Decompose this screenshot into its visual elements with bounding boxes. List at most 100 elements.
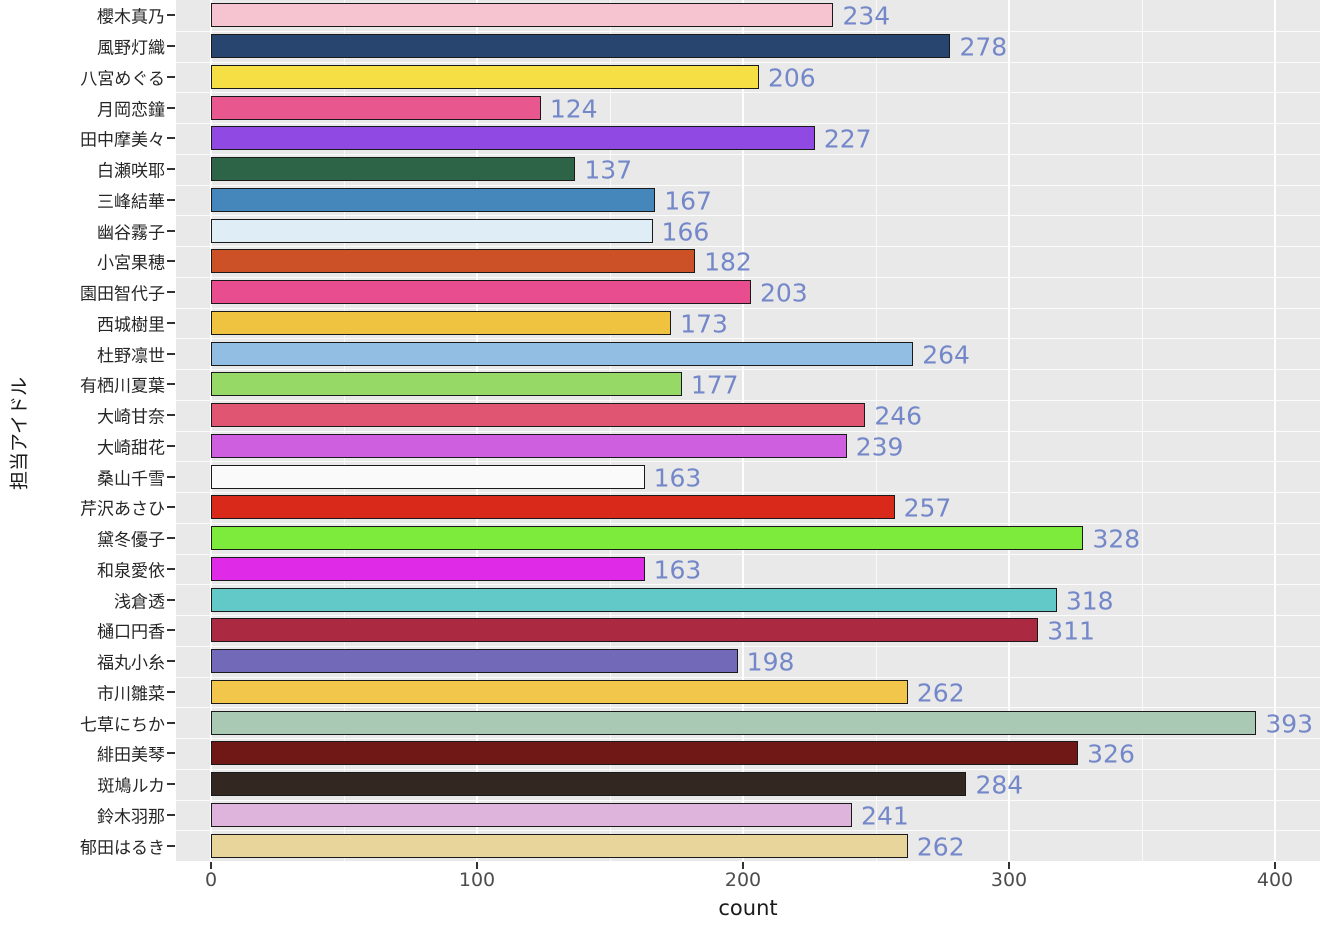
- row-gridline: [176, 738, 1320, 739]
- bar: [211, 526, 1084, 551]
- y-axis-tick-label: 杜野凛世: [97, 346, 165, 367]
- y-axis-tick-label: 幽谷霧子: [97, 223, 165, 244]
- bar-value-label: 241: [861, 801, 909, 831]
- y-axis-tick-label: 西城樹里: [97, 315, 165, 336]
- y-axis-tick-label: 小宮果穂: [97, 253, 165, 274]
- y-axis-tick-label: 櫻木真乃: [97, 7, 165, 28]
- y-axis-title: 担当アイドル: [8, 376, 31, 491]
- y-axis-tick-mark: [167, 690, 175, 693]
- bar-value-label: 182: [704, 247, 752, 277]
- row-gridline: [176, 430, 1320, 432]
- bar: [211, 833, 908, 858]
- y-axis-tick-label: 黛冬優子: [97, 530, 165, 551]
- bar-value-label: 198: [746, 647, 795, 677]
- y-axis-tick-label: 月岡恋鐘: [97, 100, 165, 121]
- row-gridline: [176, 461, 1320, 463]
- row-gridline: [176, 399, 1320, 401]
- bar-value-label: 257: [903, 493, 952, 523]
- y-axis-tick-mark: [167, 75, 175, 78]
- bar: [211, 433, 847, 458]
- y-axis-tick-mark: [167, 321, 175, 324]
- plot-panel: 234 278 206 124 227 137 167 166 182 203 173 264 177 2…: [176, 0, 1320, 861]
- y-axis-tick-label: 桑山千雪: [97, 469, 165, 490]
- bar-value-label: 163: [653, 555, 702, 585]
- row-gridline: [176, 522, 1320, 524]
- bar: [211, 64, 759, 89]
- bar-value-label: 262: [916, 832, 965, 862]
- bar: [211, 403, 866, 428]
- y-axis-tick-mark: [167, 444, 175, 447]
- x-axis-tick-label: 400: [1256, 869, 1294, 891]
- y-axis-tick-mark: [167, 813, 175, 816]
- x-axis-title: count: [718, 896, 778, 920]
- row-gridline: [176, 768, 1320, 770]
- y-axis-tick-label: 三峰結華: [97, 192, 165, 213]
- bar: [211, 679, 908, 704]
- bar: [211, 95, 541, 120]
- bar: [211, 34, 951, 59]
- bar-value-label: 203: [759, 278, 808, 308]
- y-axis-tick-label: 樋口円香: [97, 622, 165, 643]
- y-axis-tick-label: 風野灯織: [97, 38, 165, 59]
- row-gridline: [176, 615, 1320, 616]
- y-axis-tick-label: 郁田はるき: [80, 838, 165, 859]
- bar-value-label: 328: [1092, 524, 1141, 554]
- y-axis-tick-label: 和泉愛依: [97, 561, 165, 582]
- y-axis-tick-label: 芹沢あさひ: [80, 499, 165, 520]
- bar: [211, 372, 682, 397]
- y-axis-tick-label: 斑鳩ルカ: [97, 776, 166, 797]
- x-axis-tick-label: 100: [458, 869, 496, 891]
- bar-value-label: 278: [959, 32, 1008, 62]
- row-gridline: [176, 338, 1320, 340]
- y-axis-tick-label: 浅倉透: [114, 592, 165, 613]
- row-gridline: [176, 61, 1320, 63]
- bar-value-label: 239: [855, 432, 904, 462]
- y-axis-tick-label: 有栖川夏葉: [80, 376, 165, 397]
- row-gridline: [176, 492, 1320, 493]
- x-axis-tick-mark: [1008, 862, 1010, 869]
- bar: [211, 341, 914, 366]
- y-axis-tick-label: 大崎甜花: [97, 438, 165, 459]
- bar: [211, 464, 645, 489]
- y-axis-tick-mark: [167, 45, 175, 48]
- y-axis-tick-mark: [167, 475, 175, 478]
- y-axis-tick-label: 白瀬咲耶: [97, 161, 165, 182]
- x-axis-tick-mark: [1274, 862, 1276, 869]
- bar-value-label: 246: [874, 401, 923, 431]
- y-axis-tick-mark: [167, 352, 175, 355]
- y-axis-tick-mark: [167, 414, 175, 417]
- row-gridline: [176, 584, 1320, 586]
- y-axis-tick-mark: [167, 137, 175, 140]
- y-axis-tick-mark: [167, 168, 175, 171]
- bar-value-label: 163: [653, 463, 702, 493]
- y-axis-tick-mark: [167, 844, 175, 847]
- bar-value-label: 393: [1265, 709, 1314, 739]
- y-axis-tick-mark: [167, 291, 175, 294]
- y-axis-tick-label: 市川雛菜: [97, 684, 165, 705]
- x-axis-tick-mark: [476, 862, 478, 869]
- row-gridline: [176, 553, 1320, 555]
- bar-value-label: 173: [680, 309, 728, 339]
- bar-value-label: 167: [664, 186, 712, 216]
- bar-value-label: 264: [922, 340, 970, 370]
- bar: [211, 649, 738, 674]
- bar: [211, 741, 1079, 766]
- y-axis-tick-mark: [167, 721, 175, 724]
- bar-value-label: 137: [584, 155, 633, 185]
- y-axis-tick-label: 園田智代子: [80, 284, 165, 305]
- y-axis-tick-mark: [167, 383, 175, 386]
- bar: [211, 310, 672, 335]
- bar: [211, 126, 815, 151]
- bar-value-label: 206: [767, 63, 816, 93]
- bar: [211, 556, 645, 581]
- bar: [211, 618, 1039, 643]
- bar: [211, 802, 853, 827]
- bar: [211, 218, 653, 243]
- row-gridline: [176, 215, 1320, 217]
- y-axis-tick-mark: [167, 660, 175, 663]
- y-axis-tick-mark: [167, 752, 175, 755]
- row-gridline: [176, 676, 1320, 678]
- y-axis-tick-label: 田中摩美々: [80, 130, 165, 151]
- y-axis-tick-label: 福丸小糸: [97, 653, 165, 674]
